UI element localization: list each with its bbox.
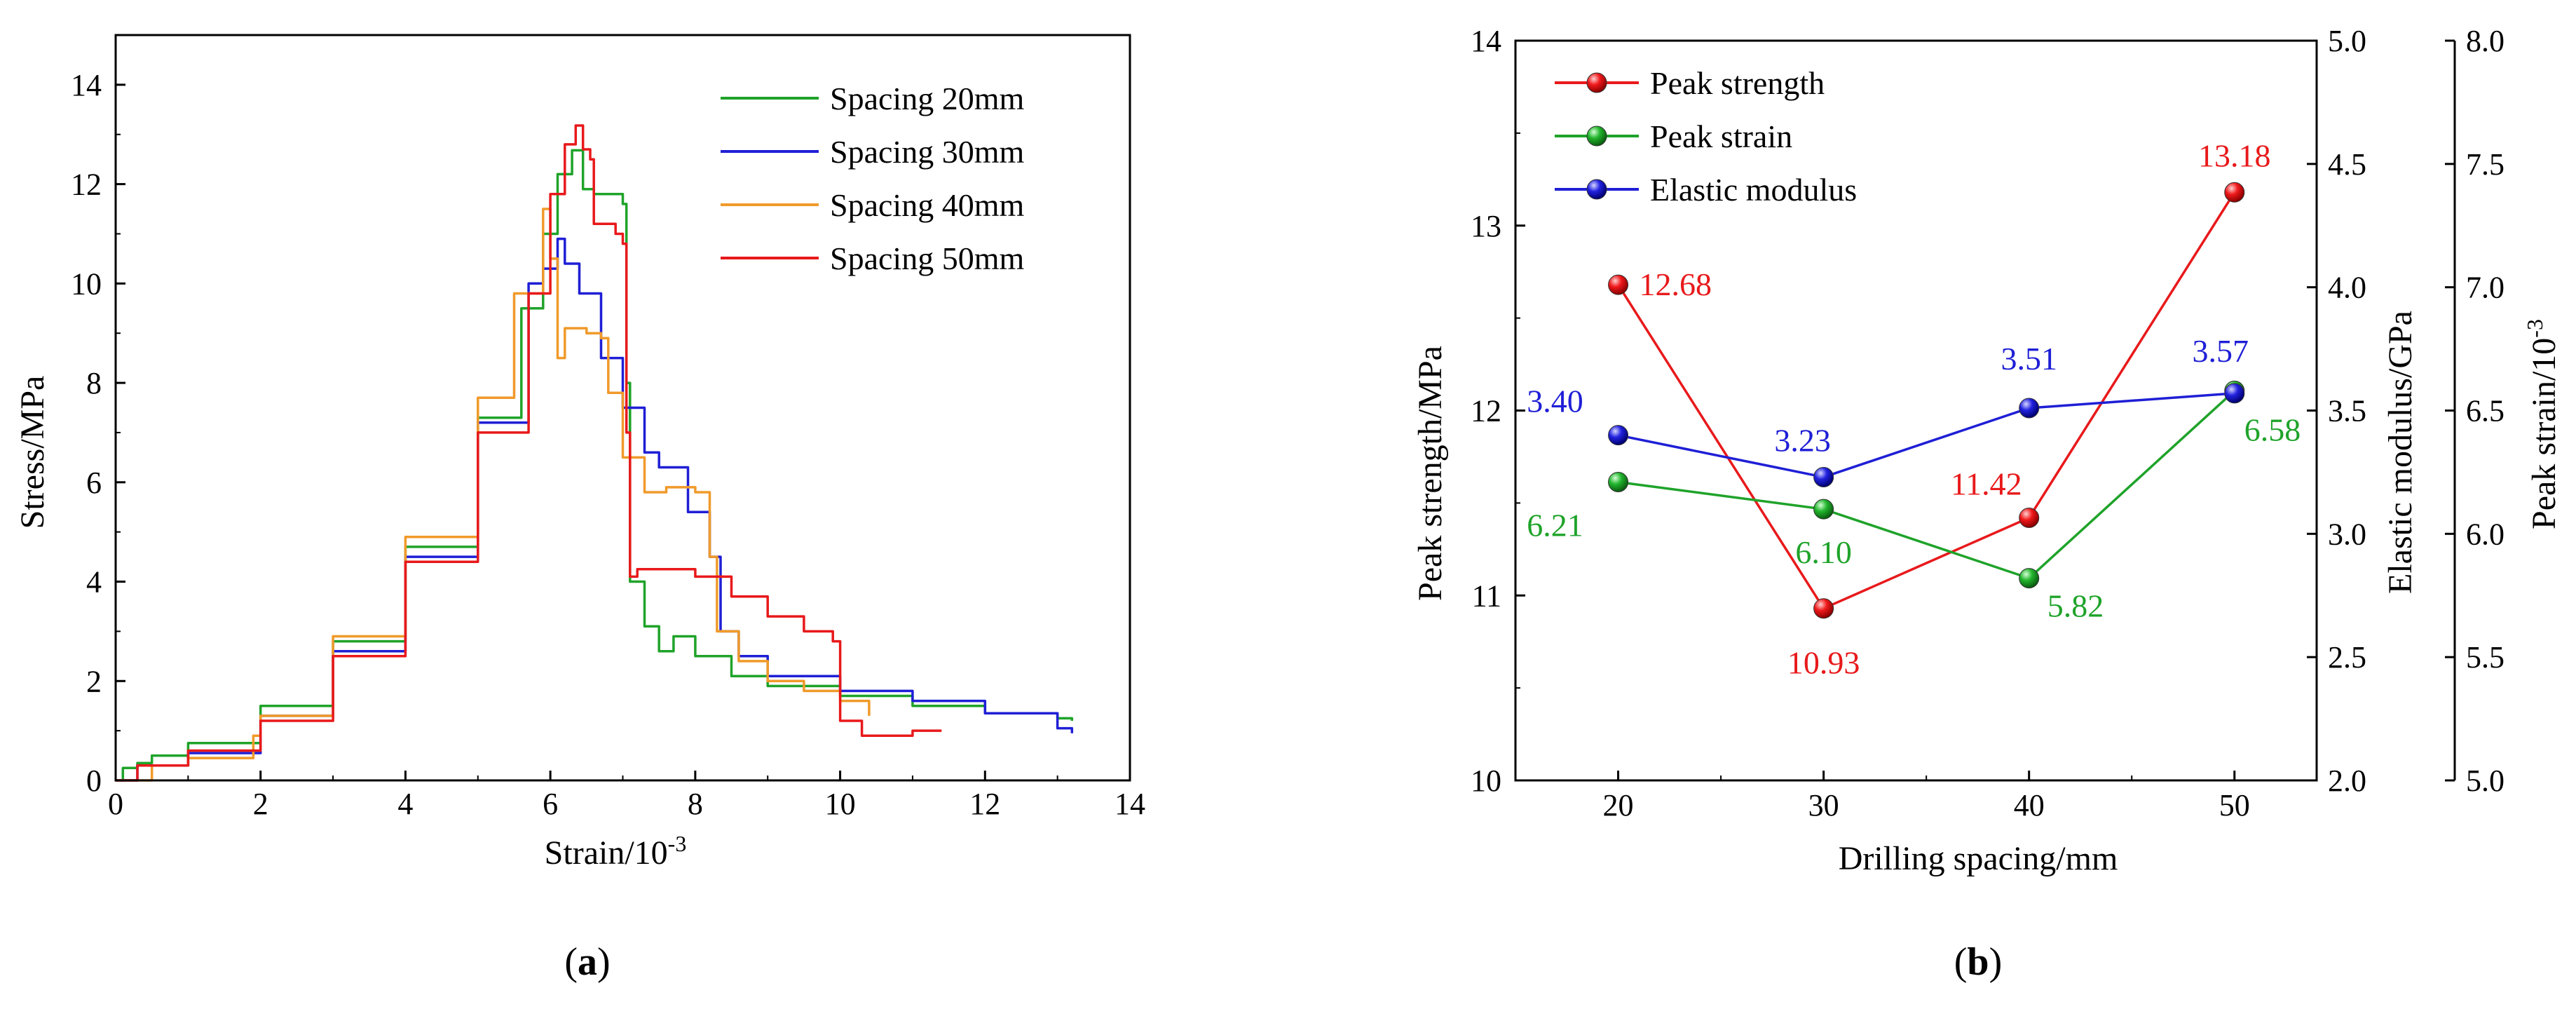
panel-b-right1-tick-label: 2.0	[2328, 764, 2366, 798]
legend-label-peak-strain: Peak strain	[1650, 118, 1792, 154]
panel-b-left-tick-label: 14	[1471, 24, 1501, 58]
data-label-peak-strength: 12.68	[1640, 266, 1712, 302]
data-point-elastic-modulus	[2019, 398, 2040, 419]
panel-a-legend: Spacing 20mm Spacing 30mm Spacing 40mm Spac…	[721, 81, 1024, 276]
panel-a-xtick-label: 6	[543, 787, 558, 821]
panel-a-ytick-label: 10	[71, 266, 102, 301]
panel-b-series-lines	[1608, 182, 2245, 619]
panel-a-xlabel: Strain/10-3	[545, 831, 687, 872]
panel-b-right2-tick-label: 6.5	[2466, 394, 2505, 428]
panel-b-right2-tick-label: 8.0	[2466, 24, 2505, 58]
panel-b-right2-tick-label: 6.0	[2466, 517, 2505, 551]
panel-b-right2-tick-label: 7.5	[2466, 147, 2505, 182]
panel-b-xtick-label: 40	[2014, 788, 2045, 822]
legend-marker-peak-strain	[1586, 126, 1607, 147]
data-label-elastic-modulus: 3.57	[2193, 333, 2249, 369]
panel-a-ytick-label: 2	[86, 664, 102, 698]
series-line-peak-strength	[1617, 191, 2236, 610]
panel-b-left-tick-label: 12	[1471, 394, 1501, 428]
panel-b-xlabel: Drilling spacing/mm	[1839, 840, 2118, 877]
legend-label-peak-strength: Peak strength	[1650, 65, 1825, 101]
panel-a-xtick-label: 10	[825, 787, 856, 821]
panel-b-right1-tick-label: 3.5	[2328, 394, 2366, 428]
panel-a-xtick-label: 8	[688, 787, 703, 821]
panel-a-ytick-label: 12	[71, 168, 102, 202]
legend-marker-peak-strength	[1586, 72, 1607, 93]
data-point-peak-strain	[1608, 471, 1629, 492]
panel-b-ylabel-right1: Elastic modulus/GPa	[2382, 311, 2419, 594]
panel-b-axes: 20 30 40 50 10 11 12 13 14 2.0 2.5 3.0 3.5 4.0 4.5 5.0 5…	[1471, 24, 2505, 822]
panel-b-caption: (b)	[1954, 940, 2002, 984]
panel-a-ytick-label: 0	[86, 764, 102, 798]
panel-a-ytick-label: 8	[86, 366, 102, 400]
data-point-elastic-modulus	[1608, 425, 1629, 446]
panel-b-data-labels: 12.68 10.93 11.42 13.18 6.21 6.10 5.82 6.58 3.40…	[1527, 137, 2301, 680]
data-point-peak-strain	[2019, 568, 2040, 589]
data-label-peak-strain: 6.10	[1795, 534, 1852, 570]
panel-b-right1-tick-label: 4.0	[2328, 271, 2366, 305]
panel-b-left-tick-label: 10	[1471, 764, 1501, 798]
panel-b-right1-tick-label: 4.5	[2328, 147, 2366, 182]
panel-b-right1-tick-label: 3.0	[2328, 517, 2366, 551]
data-point-elastic-modulus	[2224, 383, 2245, 404]
data-label-peak-strength: 11.42	[1951, 466, 2022, 501]
panel-a-xtick-label: 0	[108, 787, 123, 821]
legend-label-spacing-40mm: Spacing 40mm	[830, 187, 1024, 223]
data-label-peak-strain: 5.82	[2047, 588, 2104, 624]
data-label-elastic-modulus: 3.23	[1774, 422, 1831, 458]
panel-a-ylabel: Stress/MPa	[14, 376, 51, 529]
legend-label-spacing-20mm: Spacing 20mm	[830, 81, 1024, 116]
data-label-peak-strength: 10.93	[1787, 645, 1860, 681]
panel-a-ytick-label: 14	[71, 68, 102, 102]
data-point-peak-strength	[2224, 182, 2245, 203]
panel-b-plot-frame	[1514, 39, 2318, 782]
data-point-peak-strain	[1813, 499, 1834, 520]
panel-b-right1-tick-label: 5.0	[2328, 24, 2366, 58]
data-label-elastic-modulus: 3.40	[1527, 384, 1583, 419]
panel-b-right1-tick-label: 2.5	[2328, 640, 2366, 675]
data-point-peak-strength	[2019, 507, 2040, 528]
panel-b-ylabel-right2: Peak strain/10-3	[2522, 319, 2563, 529]
series-line-spacing-30mm	[116, 237, 1074, 782]
panel-b-ylabel-left: Peak strength/MPa	[1412, 346, 1449, 601]
legend-label-spacing-50mm: Spacing 50mm	[830, 241, 1024, 276]
data-label-elastic-modulus: 3.51	[2001, 341, 2057, 377]
panel-b-xtick-label: 30	[1808, 788, 1839, 822]
series-line-peak-strain	[1618, 390, 2235, 580]
panel-b-right2-tick-label: 7.0	[2466, 271, 2505, 305]
panel-a-axes: 0 2 4 6 8 10 12 14 0 2 4 6 8 10 12 14	[71, 34, 1145, 821]
panel-b-left-tick-label: 11	[1472, 578, 1501, 613]
data-point-peak-strength	[1813, 598, 1834, 619]
legend-label-elastic-modulus: Elastic modulus	[1650, 172, 1857, 208]
data-point-elastic-modulus	[1813, 466, 1834, 487]
data-label-peak-strain: 6.21	[1527, 507, 1583, 543]
series-line-spacing-50mm	[116, 124, 942, 782]
panel-a-series-lines	[116, 124, 1074, 782]
series-line-elastic-modulus	[1618, 392, 2235, 479]
legend-label-spacing-30mm: Spacing 30mm	[830, 134, 1024, 170]
panel-a-xtick-label: 14	[1115, 787, 1145, 821]
panel-b-left-tick-label: 13	[1471, 209, 1501, 243]
panel-a-xtick-label: 4	[397, 787, 413, 821]
panel-a-xtick-label: 12	[969, 787, 1000, 821]
panel-b-xtick-label: 20	[1603, 788, 1634, 822]
data-point-peak-strength	[1608, 274, 1629, 295]
panel-a-ytick-label: 4	[86, 565, 102, 600]
series-line-spacing-40mm	[116, 208, 871, 782]
data-label-peak-strain: 6.58	[2244, 412, 2301, 447]
panel-b-right2-tick-label: 5.5	[2466, 640, 2505, 675]
panel-a-caption: (a)	[564, 940, 610, 984]
panel-a-xtick-label: 2	[253, 787, 268, 821]
data-label-peak-strength: 13.18	[2198, 137, 2271, 173]
panel-b-peak-parameters-chart: 20 30 40 50 10 11 12 13 14 2.0 2.5 3.0 3.5 4.0 4.5 5.0 5…	[1412, 24, 2563, 984]
panel-b-legend: Peak strength Peak strain Elastic modulus	[1555, 65, 1857, 208]
panel-a-ytick-label: 6	[86, 466, 102, 500]
panel-b-xtick-label: 50	[2219, 788, 2250, 822]
panel-b-right2-tick-label: 5.0	[2466, 764, 2505, 798]
legend-marker-elastic-modulus	[1586, 179, 1607, 200]
